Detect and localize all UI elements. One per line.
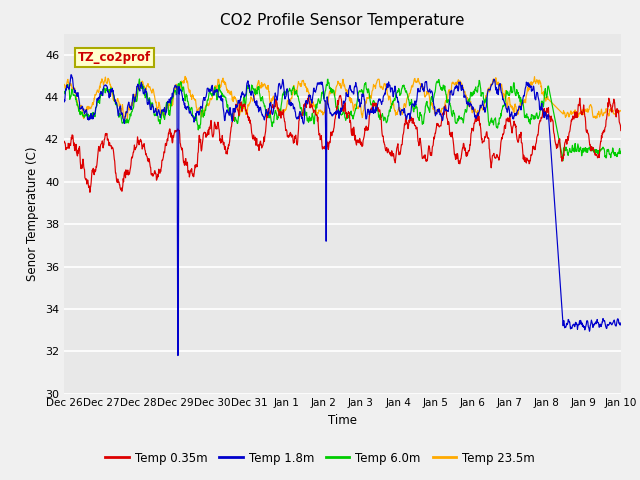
X-axis label: Time: Time (328, 414, 357, 427)
Legend: Temp 0.35m, Temp 1.8m, Temp 6.0m, Temp 23.5m: Temp 0.35m, Temp 1.8m, Temp 6.0m, Temp 2… (100, 447, 540, 469)
Title: CO2 Profile Sensor Temperature: CO2 Profile Sensor Temperature (220, 13, 465, 28)
Text: TZ_co2prof: TZ_co2prof (78, 50, 151, 63)
Y-axis label: Senor Temperature (C): Senor Temperature (C) (26, 146, 39, 281)
